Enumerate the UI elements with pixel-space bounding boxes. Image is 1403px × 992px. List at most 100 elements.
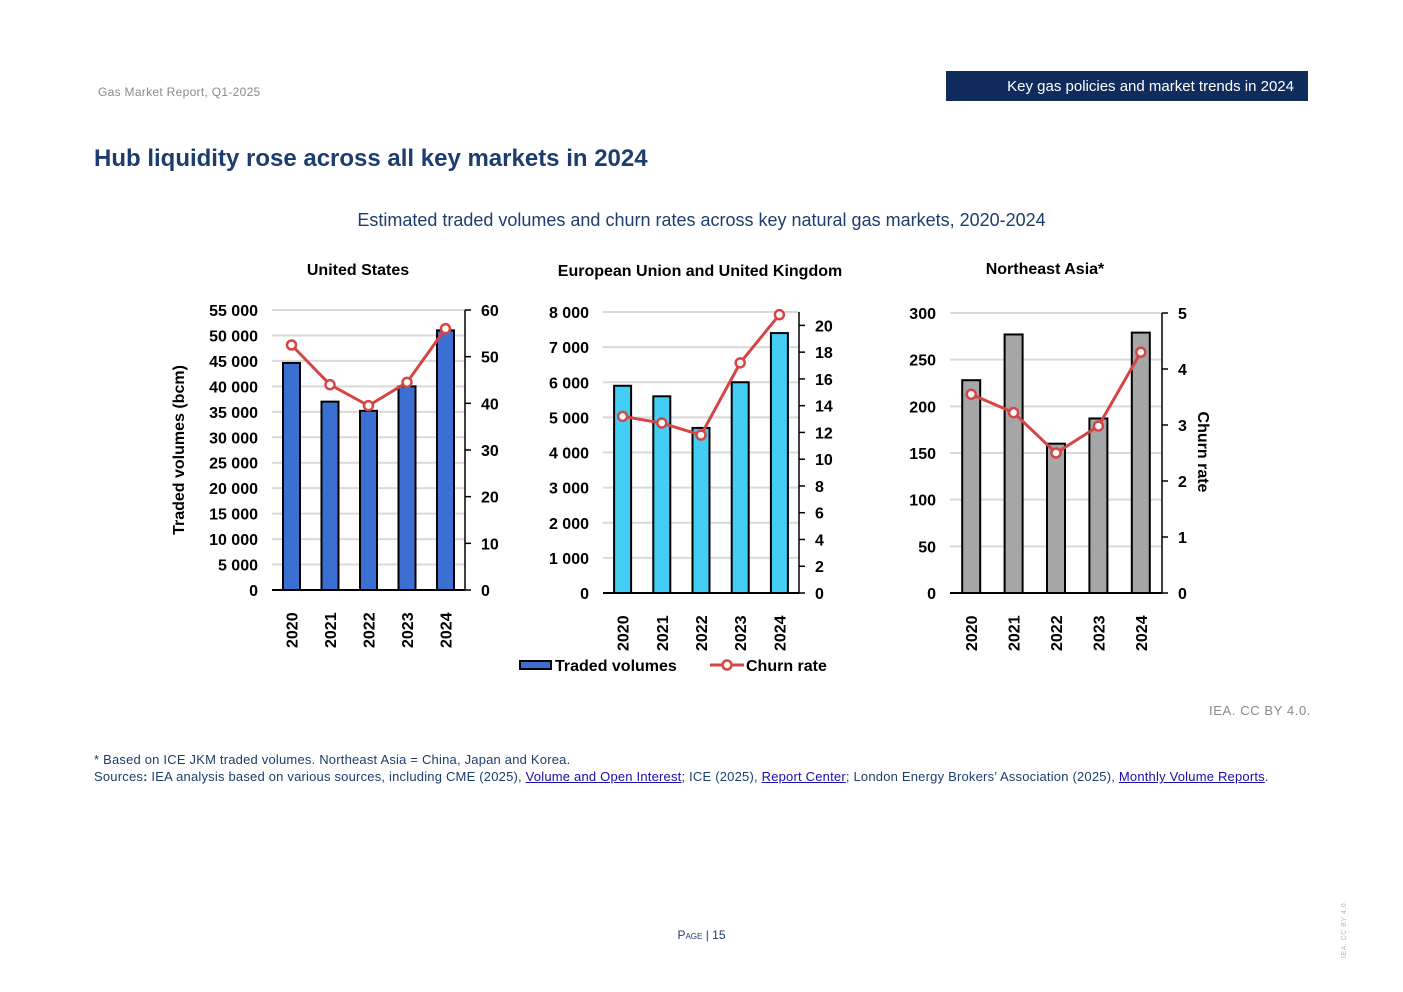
link-volume-open-interest[interactable]: Volume and Open Interest <box>525 769 682 784</box>
chart-3-ytick-label: 300 <box>909 306 936 323</box>
sources-label: Sources <box>94 769 144 784</box>
attribution: IEA. CC BY 4.0. <box>1209 703 1311 718</box>
chart-1-y2tick-label: 60 <box>481 303 499 320</box>
chart-1-ytick-label: 15 000 <box>209 507 258 524</box>
chart-3-y2tick-label: 3 <box>1178 418 1187 435</box>
chart-2-churn-point <box>616 410 629 423</box>
chart-1-y2tick-label: 50 <box>481 350 499 367</box>
legend-bar-label: Traded volumes <box>555 658 677 675</box>
chart-1-churn-point <box>362 399 375 412</box>
chart-2-y2tick-label: 14 <box>815 399 833 416</box>
chart-2-bar <box>691 426 711 594</box>
chart-1-y2tick-label: 10 <box>481 536 499 553</box>
chart-2-y2tick-label: 8 <box>815 479 824 496</box>
side-credit: IEA. CC BY 4.0. <box>1341 900 1348 958</box>
chart-2-ytick-label: 6 000 <box>549 375 589 392</box>
footnote: * Based on ICE JKM traded volumes. North… <box>94 752 571 767</box>
chart-1-bar <box>397 385 417 592</box>
chart-1-xtick-label: 2021 <box>323 612 340 648</box>
chart-1-xtick-label: 2020 <box>285 612 302 648</box>
chart-1-xtick-label: 2022 <box>362 612 379 648</box>
notes: * Based on ICE JKM traded volumes. North… <box>94 751 1309 785</box>
chart-2-ytick-label: 1 000 <box>549 551 589 568</box>
chart-1-ytick-label: 20 000 <box>209 481 258 498</box>
chart-2-ytick-label: 4 000 <box>549 446 589 463</box>
chart-1-ytick-label: 30 000 <box>209 430 258 447</box>
sources: Sources: IEA analysis based on various s… <box>94 768 1309 785</box>
chart-2-xtick-label: 2020 <box>616 615 633 651</box>
chart-2-ytick-label: 7 000 <box>549 340 589 357</box>
chart-3-ytick-label: 0 <box>927 586 936 603</box>
chart-2-xtick-label: 2023 <box>733 615 750 651</box>
chart-1-churn-point <box>401 376 413 389</box>
chart-1-bar <box>320 400 340 591</box>
chart-2-y2tick-label: 10 <box>815 452 833 469</box>
chart-3-ytick-label: 100 <box>909 493 936 510</box>
chart-3-churn-point <box>965 388 977 400</box>
chart-3-churn-point <box>1050 447 1062 459</box>
chart-2-ytick-label: 8 000 <box>549 305 589 322</box>
chart-3-xtick-label: 2024 <box>1134 615 1151 651</box>
chart-2-ytick-label: 2 000 <box>549 516 589 533</box>
chart-2-y2tick-label: 20 <box>815 318 833 335</box>
chart-1-bar <box>359 409 378 591</box>
sources-colon: : <box>143 769 148 784</box>
page-title: Hub liquidity rose across all key market… <box>94 145 648 172</box>
chart-1-bar <box>436 329 455 591</box>
chart-1-xtick-label: 2023 <box>400 612 417 648</box>
chart-2-bar <box>769 332 789 594</box>
chart-1-y2tick-label: 20 <box>481 490 499 507</box>
chart-3-xtick-label: 2020 <box>964 615 981 651</box>
chart-1-y2tick-label: 40 <box>481 396 499 413</box>
chart-1-ylabel: Traded volumes (bcm) <box>171 365 188 535</box>
chart-1-ytick-label: 25 000 <box>209 456 258 473</box>
chart-3-bar <box>1003 333 1024 594</box>
chart-1-ytick-label: 0 <box>249 583 258 600</box>
link-report-center[interactable]: Report Center <box>761 769 846 784</box>
chart-1-churn-point <box>439 322 452 335</box>
chart-3-churn-point <box>1092 420 1105 432</box>
chart-2-y2tick-label: 12 <box>815 425 833 442</box>
page-sep: | <box>702 928 713 942</box>
chart-1-ytick-label: 5 000 <box>218 558 258 575</box>
page-number: Page | 15 <box>0 928 1403 942</box>
chart-2-y2tick-label: 16 <box>815 372 833 389</box>
chart-1-ytick-label: 35 000 <box>209 405 258 422</box>
chart-3-churn-line <box>970 351 1143 455</box>
report-name: Gas Market Report, Q1-2025 <box>98 85 261 99</box>
chart-2-churn-point <box>734 357 746 369</box>
chart-3-ytick-label: 50 <box>918 539 936 556</box>
chart-3-bar <box>1088 417 1109 595</box>
chart-3-y2tick-label: 2 <box>1178 474 1187 491</box>
sources-intro: IEA analysis based on various sources, i… <box>147 769 526 784</box>
chart-1-churn-point <box>285 339 298 351</box>
chart-2-churn-point <box>695 429 707 441</box>
chart-1-ytick-label: 50 000 <box>209 328 258 345</box>
chart-1-ytick-label: 55 000 <box>209 303 258 320</box>
page-label: Page <box>677 928 703 942</box>
chart-1-ytick-label: 45 000 <box>209 354 258 371</box>
chart-2-ytick-label: 5 000 <box>549 410 589 427</box>
chart-2-ytick-label: 3 000 <box>549 481 589 498</box>
chart-1-xtick-label: 2024 <box>439 612 456 648</box>
chart-1-y2tick-label: 0 <box>481 583 490 600</box>
chart-2-ytick-label: 0 <box>580 586 589 603</box>
chart-1-y2tick-label: 30 <box>481 443 499 460</box>
chart-1-churn-point <box>324 378 336 391</box>
chart-3-title: Northeast Asia* <box>986 261 1105 278</box>
link-monthly-volume-reports[interactable]: Monthly Volume Reports <box>1118 769 1265 784</box>
sources-end: . <box>1264 769 1269 784</box>
figure-title: Estimated traded volumes and churn rates… <box>357 210 1046 230</box>
chart-2-title: European Union and United Kingdom <box>558 263 842 280</box>
chart-2-y2tick-label: 2 <box>815 559 824 576</box>
chart-2-xtick-label: 2022 <box>694 615 711 651</box>
chart-1-ytick-label: 40 000 <box>209 379 258 396</box>
chart-3-y2tick-label: 5 <box>1178 306 1187 323</box>
chart-2-y2tick-label: 6 <box>815 506 824 523</box>
chart-1-title: United States <box>307 262 409 279</box>
chart-2-y2tick-label: 4 <box>815 532 824 549</box>
chart-3-xtick-label: 2023 <box>1091 615 1108 651</box>
chart-2-bar <box>730 381 750 594</box>
chart-3-churn-point <box>1135 346 1147 358</box>
